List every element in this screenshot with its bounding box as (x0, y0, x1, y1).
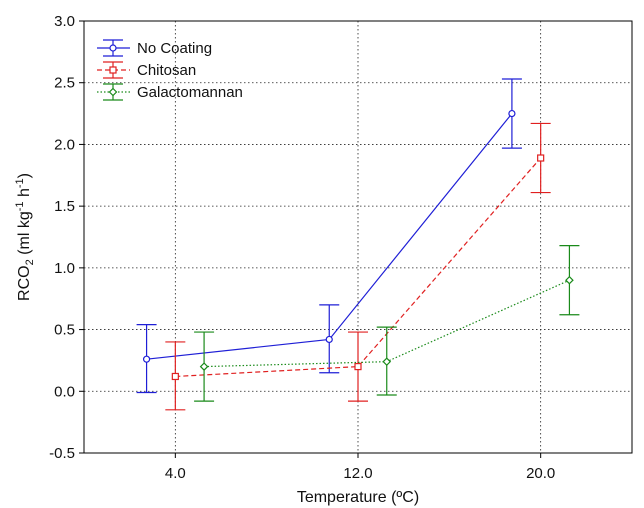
y-axis-label-part: (ml kg (16, 211, 33, 259)
plot-frame (83, 20, 633, 454)
data-point-galactomannan (565, 275, 574, 285)
data-point-no-coating (508, 109, 516, 118)
axis-ticks: 3.0 2.5 2.0 1.5 1.0 0.5 0.0 -0.5 4.0 12.0 20.0 (49, 13, 555, 482)
data-point-no-coating (325, 335, 333, 344)
x-tick-label: 20.0 (526, 465, 555, 482)
data-series (136, 78, 580, 411)
y-tick-label: 2.5 (54, 75, 75, 92)
series-galactomannan (194, 245, 580, 402)
data-point-galactomannan (199, 362, 209, 371)
data-point-chitosan (354, 363, 362, 371)
series-no-coating (136, 78, 522, 394)
y-tick-label: 1.0 (54, 260, 75, 277)
legend-item: Galactomannan (97, 83, 243, 101)
data-point-no-coating (142, 355, 151, 363)
legend: No Coating Chitosan Galactomannan (97, 39, 243, 101)
y-axis-label: RCO2 (ml kg-1 h-1) (14, 173, 36, 301)
legend-marker-no-coating (109, 44, 117, 52)
y-axis-label-superscript: -1 (14, 201, 26, 211)
data-point-galactomannan (382, 357, 392, 367)
y-axis-label-superscript: -1 (14, 178, 26, 188)
series-chitosan (165, 122, 551, 411)
x-tick-label: 12.0 (343, 465, 372, 482)
legend-label-no-coating: No Coating (137, 40, 212, 57)
data-point-chitosan (537, 154, 545, 162)
x-tick-label: 4.0 (165, 465, 186, 482)
legend-label-chitosan: Chitosan (137, 62, 196, 79)
data-point-chitosan (171, 372, 179, 381)
x-axis-label: Temperature (ºC) (297, 489, 419, 506)
y-tick-label: 0.5 (54, 322, 75, 339)
y-tick-label: 3.0 (54, 13, 75, 30)
legend-item: Chitosan (97, 61, 196, 79)
y-tick-label: 2.0 (54, 136, 75, 153)
y-axis-label-part: ) (16, 173, 33, 178)
legend-marker-chitosan (109, 66, 117, 74)
y-tick-label: -0.5 (49, 445, 75, 462)
legend-label-galactomannan: Galactomannan (137, 84, 243, 101)
y-axis-label-subscript: 2 (24, 259, 36, 265)
series-line-chitosan (175, 157, 542, 378)
y-axis-label-part: RCO (16, 265, 33, 301)
y-tick-label: 0.0 (54, 383, 75, 400)
legend-item: No Coating (97, 39, 212, 57)
y-axis-label-part: h (16, 188, 33, 201)
y-tick-label: 1.5 (54, 198, 75, 215)
legend-marker-galactomannan (108, 87, 118, 97)
